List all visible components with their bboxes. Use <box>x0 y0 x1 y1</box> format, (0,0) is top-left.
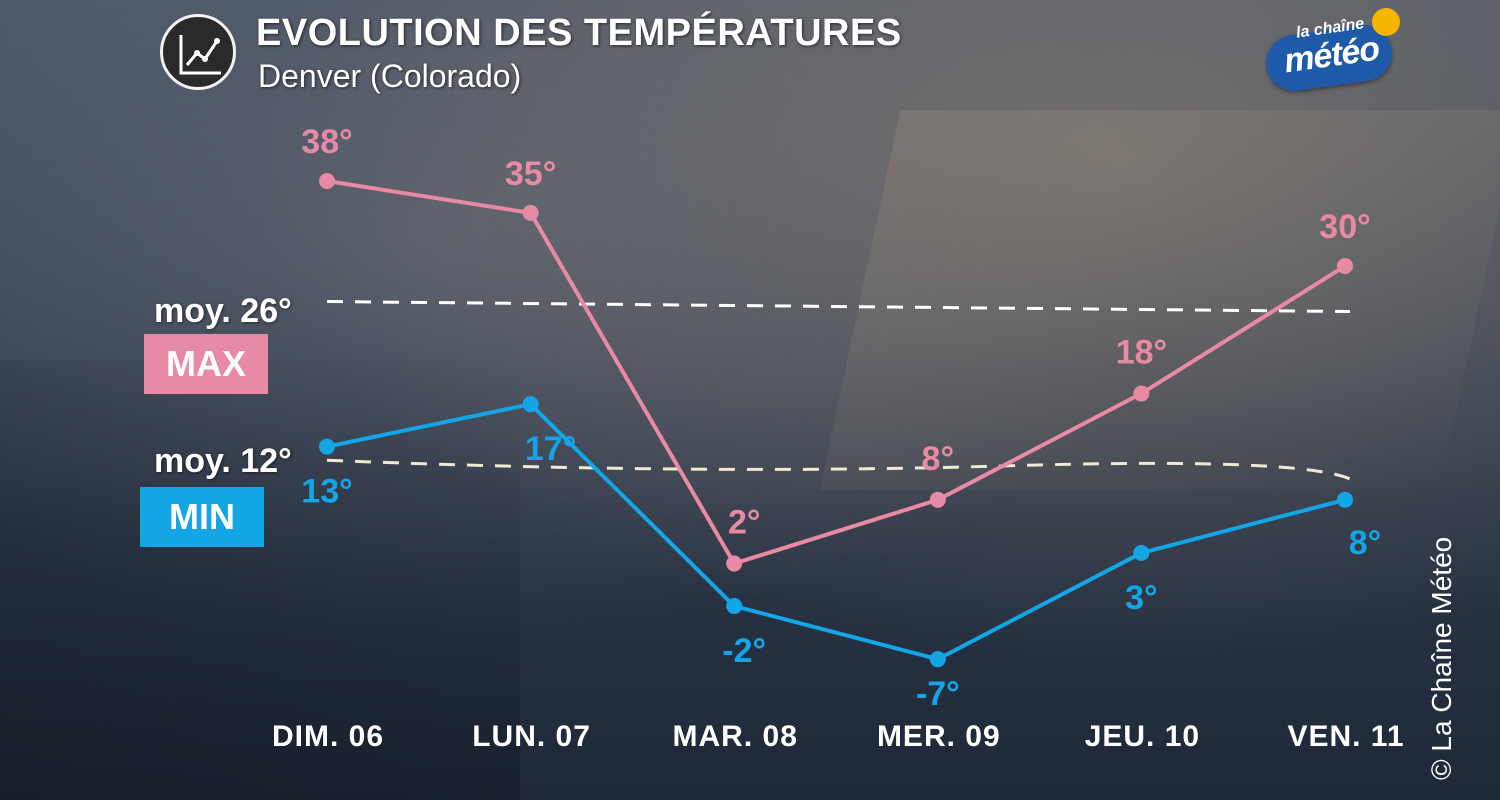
data-point-max <box>929 491 946 508</box>
data-point-max <box>1337 258 1353 275</box>
data-point-min <box>1337 491 1353 508</box>
chart-subtitle: Denver (Colorado) <box>258 58 522 94</box>
data-label-min: 17° <box>525 430 576 468</box>
series-line-min <box>326 402 1346 662</box>
data-point-max <box>1133 385 1150 402</box>
data-label-min: -7° <box>916 675 960 713</box>
data-label-max: 30° <box>1319 208 1370 246</box>
x-axis-tick-label: MAR. 08 <box>673 720 798 753</box>
data-label-min: 13° <box>301 473 352 511</box>
average-max-label: moy. 26° <box>154 292 292 330</box>
x-axis-tick-label: DIM. 06 <box>272 720 384 753</box>
x-axis-tick-label: JEU. 10 <box>1085 720 1200 753</box>
data-label-max: 38° <box>301 123 352 161</box>
data-point-max <box>522 204 539 221</box>
series-line-max <box>326 179 1347 566</box>
average-min-line <box>326 458 1351 481</box>
x-axis-tick-label: MER. 09 <box>877 720 1001 753</box>
chart-title: EVOLUTION DES TEMPÉRATURES <box>256 12 902 54</box>
x-axis-tick-label: VEN. 11 <box>1287 720 1404 753</box>
la-chaine-meteo-logo: la chaîne météo <box>1262 8 1402 95</box>
data-label-max: 8° <box>922 440 955 478</box>
data-point-max <box>726 555 743 572</box>
line-chart-icon <box>160 14 236 90</box>
sun-icon <box>1372 8 1400 36</box>
x-axis-tick-label: LUN. 07 <box>472 720 591 753</box>
data-label-min: 3° <box>1125 579 1158 617</box>
data-point-min <box>319 438 335 455</box>
data-label-max: 18° <box>1116 334 1167 372</box>
min-legend-badge: MIN <box>140 487 264 547</box>
background-shape <box>0 360 520 800</box>
data-point-min <box>522 396 539 413</box>
average-min-label: moy. 12° <box>154 442 292 480</box>
max-legend-badge: MAX <box>144 334 268 394</box>
data-label-max: 35° <box>505 155 556 193</box>
data-label-min: 8° <box>1349 524 1382 562</box>
data-point-min <box>1133 544 1150 561</box>
average-max-line <box>326 300 1351 314</box>
data-label-max: 2° <box>728 504 761 542</box>
data-point-min <box>929 651 946 668</box>
data-point-max <box>319 173 335 190</box>
data-label-min: -2° <box>722 632 766 670</box>
data-point-min <box>726 598 743 615</box>
